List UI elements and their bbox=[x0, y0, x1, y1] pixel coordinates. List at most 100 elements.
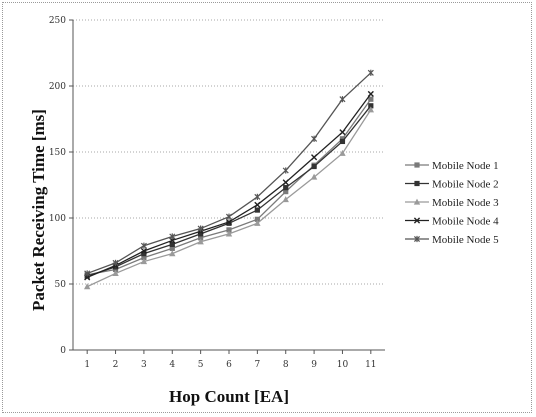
data-point bbox=[225, 230, 233, 237]
data-point bbox=[112, 259, 119, 266]
series-line bbox=[86, 93, 372, 278]
data-point bbox=[83, 283, 91, 290]
y-tick-label: 100 bbox=[49, 214, 66, 224]
legend-item: Mobile Node 4 bbox=[405, 216, 499, 228]
data-point bbox=[413, 198, 421, 205]
data-point bbox=[283, 185, 289, 191]
data-point bbox=[226, 220, 232, 226]
data-point bbox=[282, 179, 289, 186]
data-point bbox=[368, 96, 374, 102]
data-point-stroke bbox=[310, 154, 318, 161]
y-tick-label: 150 bbox=[49, 148, 66, 158]
y-tick-label: 50 bbox=[55, 280, 67, 290]
y-ticks: 0 50 100 150 200 250 bbox=[49, 16, 66, 356]
series-group bbox=[83, 69, 375, 290]
data-point-stroke bbox=[413, 217, 421, 224]
data-point bbox=[310, 173, 318, 180]
data-point bbox=[112, 266, 119, 273]
data-point bbox=[141, 251, 147, 257]
data-point bbox=[254, 219, 261, 226]
axes bbox=[69, 19, 385, 354]
x-tick-label: 11 bbox=[365, 360, 376, 370]
data-point bbox=[254, 216, 260, 222]
legend-item: Mobile Node 5 bbox=[405, 234, 499, 246]
series-3 bbox=[83, 106, 375, 290]
data-point bbox=[254, 201, 261, 208]
x-ticks: 1 2 3 4 5 6 7 8 9 10 11 bbox=[84, 360, 376, 370]
data-point bbox=[339, 149, 346, 156]
legend-label: Mobile Node 1 bbox=[432, 160, 499, 172]
x-tick-label: 6 bbox=[226, 360, 232, 370]
data-point bbox=[311, 163, 317, 170]
x-tick-label: 9 bbox=[311, 360, 317, 370]
data-point bbox=[169, 241, 175, 247]
data-point bbox=[197, 225, 204, 232]
data-point-stroke bbox=[140, 247, 148, 255]
data-point-stroke bbox=[282, 179, 289, 186]
data-point bbox=[140, 247, 148, 255]
data-point bbox=[140, 242, 147, 249]
x-tick-label: 1 bbox=[84, 360, 90, 370]
y-axis-label: Packet Receiving Time [ms] bbox=[29, 109, 48, 311]
x-axis-label: Hop Count [EA] bbox=[169, 387, 289, 406]
data-point bbox=[367, 69, 374, 76]
data-point bbox=[112, 264, 119, 270]
x-tick-label: 4 bbox=[169, 360, 175, 370]
data-point bbox=[414, 162, 420, 168]
legend-item: Mobile Node 2 bbox=[405, 179, 499, 191]
data-point bbox=[339, 129, 346, 136]
data-point-stroke bbox=[339, 129, 346, 136]
legend-label: Mobile Node 2 bbox=[432, 179, 499, 191]
grid bbox=[73, 19, 385, 285]
series-4 bbox=[84, 90, 374, 281]
data-point bbox=[339, 138, 346, 145]
data-point bbox=[414, 180, 420, 187]
x-tick-label: 3 bbox=[141, 360, 147, 370]
data-point bbox=[140, 258, 148, 265]
legend-label: Mobile Node 3 bbox=[432, 197, 499, 209]
chart-frame bbox=[2, 2, 532, 413]
legend-label: Mobile Node 4 bbox=[432, 216, 499, 228]
data-point bbox=[368, 103, 374, 109]
data-point bbox=[225, 218, 233, 226]
data-point bbox=[283, 189, 289, 195]
x-tick-label: 2 bbox=[113, 360, 119, 370]
data-point bbox=[311, 135, 318, 142]
legend-label: Mobile Node 5 bbox=[432, 234, 499, 246]
x-tick-label: 5 bbox=[198, 360, 204, 370]
data-point bbox=[339, 96, 346, 103]
data-point bbox=[226, 227, 232, 233]
series-2 bbox=[84, 103, 374, 279]
data-point bbox=[197, 238, 204, 245]
data-point bbox=[169, 245, 175, 251]
data-point bbox=[254, 193, 261, 200]
x-tick-label: 10 bbox=[337, 360, 349, 370]
data-point bbox=[141, 255, 147, 261]
data-point bbox=[112, 270, 119, 277]
data-point bbox=[367, 106, 375, 113]
data-point-stroke bbox=[225, 218, 233, 226]
data-point bbox=[84, 270, 91, 277]
series-line bbox=[86, 72, 372, 275]
data-point-stroke bbox=[367, 90, 374, 98]
data-point bbox=[254, 207, 260, 213]
data-point bbox=[198, 231, 204, 237]
data-point bbox=[367, 90, 374, 98]
y-tick-label: 0 bbox=[60, 346, 66, 356]
y-tick-label: 250 bbox=[49, 16, 66, 26]
x-tick-label: 7 bbox=[254, 360, 260, 370]
data-point bbox=[198, 235, 204, 241]
series-1 bbox=[84, 96, 374, 278]
data-point-stroke bbox=[254, 201, 261, 208]
legend-item: Mobile Node 1 bbox=[405, 160, 499, 172]
data-point bbox=[310, 154, 318, 161]
y-tick-label: 200 bbox=[49, 82, 66, 92]
data-point bbox=[339, 136, 346, 142]
data-point bbox=[169, 233, 176, 240]
x-tick-label: 8 bbox=[283, 360, 289, 370]
legend: Mobile Node 1 Mobile Node 2 Mobile Node 3 M… bbox=[405, 160, 499, 246]
data-point bbox=[225, 213, 233, 220]
legend-item: Mobile Node 3 bbox=[405, 197, 499, 209]
data-point bbox=[413, 217, 421, 224]
